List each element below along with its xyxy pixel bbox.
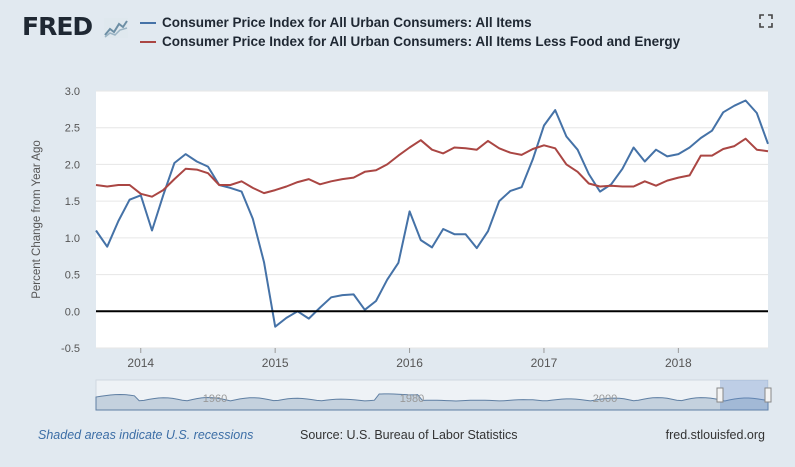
legend-swatch-core-cpi xyxy=(140,41,156,43)
fred-logo[interactable]: FRED xyxy=(22,12,93,41)
site-link[interactable]: fred.stlouisfed.org xyxy=(665,428,765,442)
plot-area xyxy=(96,91,768,348)
source-note: Source: U.S. Bureau of Labor Statistics xyxy=(300,428,518,442)
y-tick-label: 3.0 xyxy=(65,86,80,98)
x-tick-label: 2017 xyxy=(531,356,558,370)
legend-item-core-cpi[interactable]: Consumer Price Index for All Urban Consu… xyxy=(140,33,740,50)
x-tick-label: 2016 xyxy=(396,356,423,370)
chart-line-icon xyxy=(104,18,128,38)
series-line-core-cpi xyxy=(95,137,769,198)
navigator-label: 1980 xyxy=(400,393,424,405)
y-tick-label: 0.5 xyxy=(65,270,80,282)
navigator-label: 1960 xyxy=(203,393,227,405)
y-tick-label: 1.5 xyxy=(65,196,80,208)
navigator-label: 2000 xyxy=(593,393,617,405)
y-tick-label: 2.0 xyxy=(65,159,80,171)
series-line-cpi xyxy=(95,99,769,328)
y-tick-label: 1.0 xyxy=(65,233,80,245)
legend-label-core-cpi: Consumer Price Index for All Urban Consu… xyxy=(162,34,681,49)
legend: Consumer Price Index for All Urban Consu… xyxy=(140,14,740,52)
legend-item-cpi[interactable]: Consumer Price Index for All Urban Consu… xyxy=(140,14,740,31)
x-tick-label: 2015 xyxy=(262,356,289,370)
footer: Shaded areas indicate U.S. recessions So… xyxy=(0,428,795,448)
x-tick-label: 2018 xyxy=(665,356,692,370)
navigator-series xyxy=(95,393,769,411)
y-tick-label: 2.5 xyxy=(65,123,80,135)
x-tick-label: 2014 xyxy=(127,356,154,370)
navigator-handle[interactable] xyxy=(764,387,772,403)
y-tick-label: 0.0 xyxy=(65,306,80,318)
recessions-note[interactable]: Shaded areas indicate U.S. recessions xyxy=(38,428,254,442)
navigator-selection xyxy=(720,380,768,410)
legend-swatch-cpi xyxy=(140,22,156,24)
legend-label-cpi: Consumer Price Index for All Urban Consu… xyxy=(162,15,532,30)
expand-icon[interactable] xyxy=(759,14,773,28)
navigator-handle[interactable] xyxy=(716,387,724,403)
y-axis-label: Percent Change from Year Ago xyxy=(31,140,43,299)
y-tick-label: -0.5 xyxy=(61,343,80,355)
